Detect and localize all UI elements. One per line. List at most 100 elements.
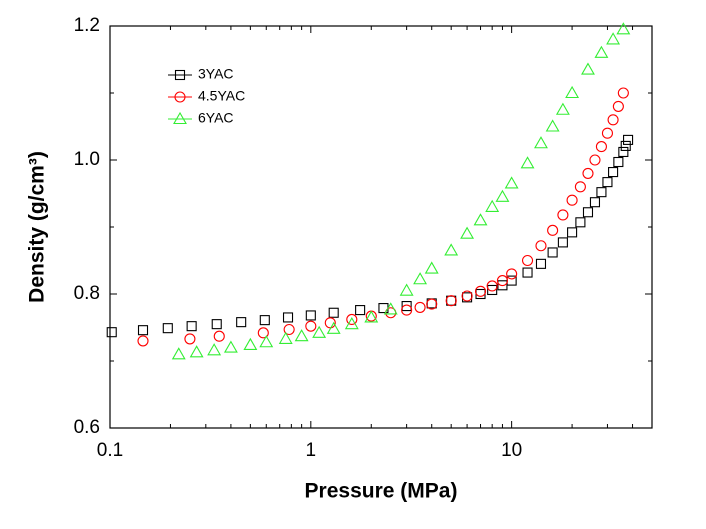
- point: [414, 301, 426, 313]
- point: [401, 304, 413, 316]
- point: [485, 199, 500, 212]
- point: [589, 154, 601, 166]
- point: [294, 329, 309, 342]
- point: [521, 254, 534, 267]
- point: [608, 167, 619, 178]
- point: [326, 321, 341, 334]
- point: [602, 177, 613, 188]
- legend-label: 6YAC: [198, 110, 234, 126]
- x-tick-label: 0.1: [97, 440, 123, 461]
- point: [305, 320, 317, 332]
- plot-frame: [109, 25, 653, 429]
- point: [426, 298, 438, 310]
- point: [618, 146, 629, 158]
- point: [401, 301, 412, 312]
- point: [346, 313, 358, 326]
- point: [312, 325, 327, 338]
- point: [557, 237, 568, 248]
- point: [535, 258, 547, 269]
- point: [495, 189, 510, 202]
- point: [620, 140, 631, 151]
- point: [545, 119, 560, 132]
- point: [243, 337, 258, 350]
- point: [522, 267, 533, 278]
- point: [383, 302, 398, 315]
- y-tick-label: 0.6: [74, 417, 100, 438]
- point: [582, 207, 594, 218]
- point: [607, 114, 619, 126]
- point: [162, 323, 173, 334]
- point: [595, 141, 607, 153]
- point: [575, 217, 586, 228]
- point: [344, 317, 359, 330]
- point: [613, 156, 624, 168]
- y-axis-label: Density (g/cm³): [26, 151, 49, 303]
- point: [305, 310, 316, 321]
- point: [186, 321, 197, 332]
- point: [596, 187, 607, 198]
- point: [535, 240, 547, 252]
- point: [581, 62, 595, 75]
- point: [555, 102, 570, 115]
- point: [612, 100, 624, 112]
- point: [504, 176, 519, 189]
- point: [355, 305, 366, 316]
- point: [223, 340, 238, 353]
- point: [106, 327, 117, 338]
- x-tick-label: 1: [306, 440, 317, 461]
- point: [413, 272, 428, 285]
- point: [278, 331, 293, 344]
- point: [460, 226, 475, 239]
- point: [486, 280, 498, 292]
- point: [474, 285, 487, 297]
- point: [565, 85, 580, 99]
- point: [487, 284, 498, 296]
- point: [473, 213, 488, 226]
- point: [213, 330, 225, 342]
- point: [207, 343, 222, 356]
- legend-label: 3YAC: [198, 66, 234, 82]
- legend-marker: [173, 111, 187, 125]
- point: [137, 335, 149, 347]
- point: [582, 167, 594, 179]
- legend-label: 4.5YAC: [198, 88, 245, 104]
- point: [424, 261, 439, 274]
- point: [189, 345, 204, 358]
- point: [236, 317, 247, 328]
- point: [557, 209, 569, 221]
- point: [547, 224, 559, 236]
- point: [328, 307, 339, 318]
- point: [461, 290, 473, 302]
- point: [137, 325, 149, 336]
- point: [257, 327, 269, 339]
- point: [567, 227, 578, 238]
- point: [171, 347, 186, 360]
- point: [365, 310, 377, 322]
- point: [594, 45, 609, 58]
- point: [445, 295, 457, 307]
- point: [259, 315, 270, 326]
- point: [282, 312, 294, 323]
- point: [211, 319, 222, 330]
- x-tick-label: 10: [501, 440, 522, 461]
- point: [589, 197, 601, 208]
- point: [364, 310, 379, 323]
- legend-marker: [174, 91, 186, 103]
- point: [444, 243, 459, 256]
- legend-marker: [174, 69, 186, 81]
- point: [547, 247, 558, 258]
- point: [623, 134, 634, 145]
- point: [520, 156, 535, 169]
- point: [184, 333, 196, 345]
- point: [617, 87, 629, 99]
- point: [399, 283, 414, 296]
- point: [475, 288, 486, 300]
- point: [566, 194, 578, 206]
- x-axis-label: Pressure (MPa): [305, 480, 458, 503]
- point: [616, 22, 631, 35]
- y-tick-label: 1.0: [74, 149, 100, 170]
- point: [574, 181, 586, 193]
- point: [259, 335, 274, 348]
- point: [506, 268, 518, 280]
- point: [606, 32, 621, 45]
